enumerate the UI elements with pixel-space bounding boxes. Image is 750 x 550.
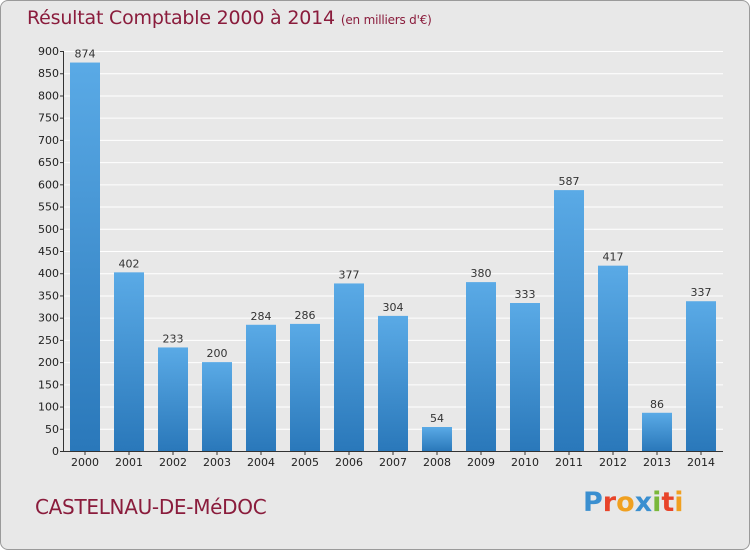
y-tick-label: 450 <box>38 245 59 258</box>
x-tick-label: 2000 <box>71 456 99 469</box>
x-tick-label: 2006 <box>335 456 363 469</box>
y-tick-labels: 0 50 100 150 200 250 300 350 400 450 500 550 600 650 7… <box>38 45 59 458</box>
x-tick-label: 2004 <box>247 456 275 469</box>
bar-value-label: 402 <box>119 257 140 270</box>
axes <box>60 51 723 455</box>
bar <box>290 323 320 451</box>
y-tick-label: 400 <box>38 267 59 280</box>
chart-title-text: Résultat Comptable 2000 à 2014 <box>27 7 335 29</box>
bar <box>202 362 232 451</box>
y-tick-label: 750 <box>38 112 59 125</box>
x-tick-label: 2010 <box>511 456 539 469</box>
bar-value-label: 337 <box>691 286 712 299</box>
bar-value-label: 417 <box>603 251 624 264</box>
bar-value-label: 233 <box>163 332 184 345</box>
proxiti-logo: Proxiti <box>583 487 684 518</box>
y-tick-label: 700 <box>38 134 59 147</box>
bar-value-label: 286 <box>295 309 316 322</box>
x-tick-label: 2002 <box>159 456 187 469</box>
bar <box>246 324 276 451</box>
bar <box>70 62 100 452</box>
y-tick-label: 0 <box>52 445 59 458</box>
bars <box>70 62 716 452</box>
y-tick-label: 850 <box>38 67 59 80</box>
x-tick-label: 2007 <box>379 456 407 469</box>
y-tick-label: 300 <box>38 312 59 325</box>
y-tick-label: 250 <box>38 334 59 347</box>
y-tick-label: 100 <box>38 401 59 414</box>
x-tick-labels: 2000 2001 2002 2003 2004 2005 2006 2007 2008 2009… <box>71 456 715 469</box>
town-name: CASTELNAU-DE-MéDOC <box>35 495 267 519</box>
bar <box>114 272 144 451</box>
bar <box>422 427 452 451</box>
bar-value-label: 200 <box>207 347 228 360</box>
x-tick-label: 2005 <box>291 456 319 469</box>
y-tick-label: 150 <box>38 378 59 391</box>
y-tick-label: 500 <box>38 223 59 236</box>
y-tick-label: 550 <box>38 201 59 214</box>
bar <box>686 301 716 451</box>
x-tick-label: 2013 <box>643 456 671 469</box>
bar-value-label: 587 <box>559 175 580 188</box>
x-tick-label: 2014 <box>687 456 715 469</box>
bar-value-label: 874 <box>75 48 96 61</box>
bar <box>554 190 584 451</box>
chart-title: Résultat Comptable 2000 à 2014 (en millie… <box>27 7 432 29</box>
x-tick-label: 2012 <box>599 456 627 469</box>
y-tick-label: 200 <box>38 356 59 369</box>
bar-value-label: 86 <box>650 398 664 411</box>
logo-letter: r <box>602 487 617 518</box>
value-labels: 874 402 233 200 284 286 377 304 54 380 333 587 417 86… <box>75 48 712 425</box>
y-tick-label: 800 <box>38 89 59 102</box>
logo-letter: t <box>661 487 675 518</box>
bar-value-label: 54 <box>430 412 444 425</box>
logo-letter: o <box>616 487 635 518</box>
bar-value-label: 284 <box>251 310 272 323</box>
bar <box>598 265 628 451</box>
x-tick-label: 2003 <box>203 456 231 469</box>
bar-value-label: 333 <box>515 288 536 301</box>
bar <box>642 412 672 451</box>
logo-letter: i <box>652 487 662 518</box>
y-tick-label: 900 <box>38 45 59 58</box>
bar-value-label: 377 <box>339 268 360 281</box>
x-tick-label: 2011 <box>555 456 583 469</box>
x-tick-label: 2008 <box>423 456 451 469</box>
bar-value-label: 304 <box>383 301 404 314</box>
bar <box>378 315 408 451</box>
bar <box>158 347 188 451</box>
logo-letter: i <box>674 487 684 518</box>
logo-letter: P <box>583 487 603 518</box>
bar-value-label: 380 <box>471 267 492 280</box>
y-tick-label: 650 <box>38 156 59 169</box>
y-tick-label: 350 <box>38 289 59 302</box>
logo-letter: x <box>634 487 653 518</box>
bar <box>510 303 540 451</box>
y-tick-label: 600 <box>38 178 59 191</box>
bar <box>334 283 364 451</box>
x-tick-label: 2009 <box>467 456 495 469</box>
chart-subtitle: (en milliers d'€) <box>340 13 432 27</box>
y-tick-label: 50 <box>45 423 59 436</box>
x-tick-label: 2001 <box>115 456 143 469</box>
bar <box>466 282 496 451</box>
